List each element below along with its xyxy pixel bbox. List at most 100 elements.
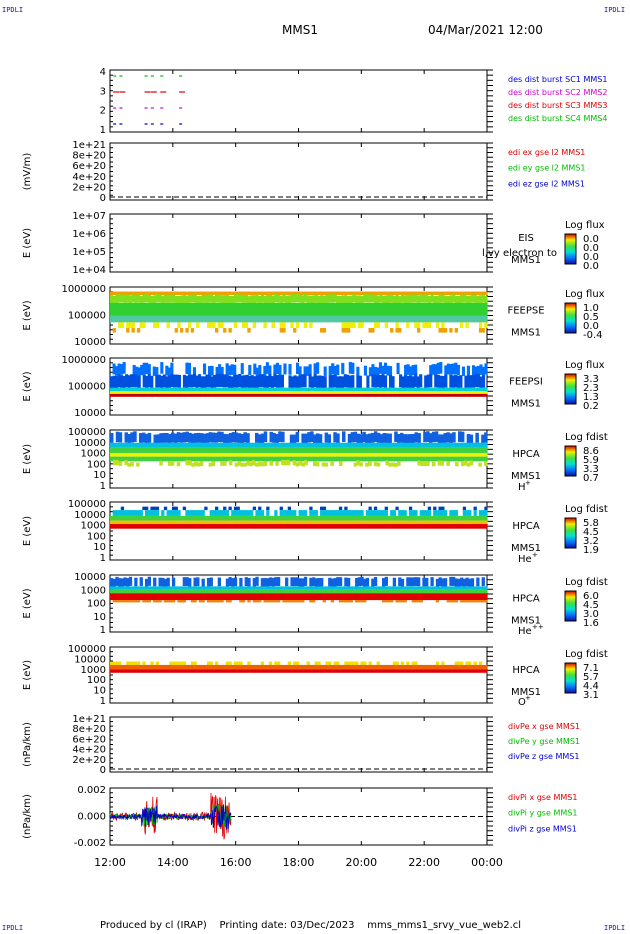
spectrogram-cell: [180, 593, 184, 601]
spectrogram-cell: [473, 600, 477, 603]
y-tick-label: 4e+20: [72, 172, 106, 183]
spectrogram-cell: [306, 524, 310, 529]
spectrogram-cell: [171, 510, 176, 516]
spectrogram-cell: [371, 664, 375, 670]
spectrogram-cell: [365, 447, 369, 454]
spectrogram-cell: [126, 669, 130, 673]
spectrogram-cell: [180, 393, 184, 397]
spectrogram-cell: [236, 593, 240, 601]
y-tick-label: 1: [100, 696, 106, 707]
spectrogram-cell: [228, 515, 232, 521]
spectrogram-cell: [239, 302, 243, 316]
spectrogram-cell: [155, 593, 160, 601]
spectrogram-cell: [124, 456, 128, 462]
spectrogram-cell: [185, 515, 189, 521]
spectrogram-cell: [201, 600, 205, 603]
spectrogram-cell: [379, 447, 384, 454]
legend-entry: edi ey gse l2 MMS1: [508, 164, 586, 173]
spectrogram-cell: [356, 391, 360, 394]
instrument-spacecraft: MMS1: [511, 687, 541, 698]
spectrogram-cell: [147, 432, 152, 443]
spectrogram-cell: [409, 375, 413, 388]
spectrogram-cell: [363, 664, 367, 670]
spectrogram-cell: [344, 295, 348, 304]
spectrogram-cell: [362, 456, 366, 462]
spectrogram-cell: [163, 578, 168, 587]
spectrogram-cell: [163, 520, 168, 525]
spectrogram-cell: [425, 510, 429, 516]
spectrogram-cell: [400, 453, 404, 457]
spectrogram-cell: [435, 586, 440, 590]
spectrogram-cell: [258, 664, 262, 670]
spectrogram-cell: [190, 661, 195, 665]
spectrogram-cell: [392, 669, 397, 673]
spectrogram-cell: [355, 600, 359, 603]
spectrogram-cell: [209, 294, 213, 303]
spectrogram-cell: [209, 520, 213, 525]
spectrogram-cell: [145, 589, 149, 594]
spectrogram-cell: [147, 669, 151, 673]
spectrogram-cell: [343, 393, 347, 397]
spectrogram-cell: [379, 589, 383, 594]
spectrogram-cell: [206, 315, 211, 323]
spectrogram-cell: [406, 524, 410, 529]
spectrogram-cell: [352, 589, 356, 594]
spectrogram-cell: [269, 453, 273, 457]
spectrogram-cell: [223, 593, 227, 601]
spectrogram-cell: [120, 600, 125, 603]
spectrogram-cell: [169, 664, 173, 670]
spectrogram-cell: [147, 510, 151, 516]
spectrogram-cell: [466, 442, 471, 448]
corner-label-top-right: IPDLI: [604, 6, 626, 14]
spectrogram-cell: [223, 295, 227, 304]
spectrogram-cell: [395, 669, 399, 673]
spectrogram-cell: [475, 442, 479, 448]
spectrogram-cell: [454, 661, 458, 665]
spectrogram-cell: [310, 442, 314, 448]
spectrogram-cell: [414, 510, 418, 516]
spectrogram-cell: [425, 586, 429, 590]
spectrogram-cell: [125, 393, 129, 397]
spectrogram-cell: [247, 520, 251, 525]
spectrogram-cell: [295, 322, 300, 329]
spectrogram-cell: [110, 661, 114, 665]
spectrogram-cell: [476, 524, 480, 529]
spectrogram-cell: [190, 669, 195, 673]
spectrogram-cell: [392, 510, 397, 516]
spectrogram-cell: [276, 600, 281, 603]
spectrogram-cell: [462, 510, 467, 516]
spectrogram-cell: [112, 669, 116, 673]
spectrogram-cell: [387, 291, 391, 295]
spectrogram-cell: [349, 322, 353, 329]
spectrogram-cell: [454, 391, 458, 394]
spectrogram-cell: [306, 366, 310, 376]
spectrogram-cell: [411, 661, 415, 665]
spectrogram-cell: [392, 520, 397, 525]
spectrogram-cell: [349, 589, 353, 594]
spectrogram-cell: [383, 375, 388, 388]
spectrogram-cell: [403, 520, 407, 525]
spectrogram-cell: [188, 453, 192, 457]
spectrogram-cell: [190, 315, 195, 323]
spectrogram-cell: [204, 589, 208, 594]
spectrogram-cell: [150, 593, 154, 601]
spectrogram-cell: [126, 600, 130, 603]
spectrogram-cell: [177, 393, 181, 397]
spectrogram-cell: [115, 302, 119, 316]
spectrogram-cell: [341, 586, 345, 590]
spectrogram-cell: [301, 447, 305, 454]
spectrogram-cell: [268, 391, 272, 394]
spectrogram-cell: [316, 393, 320, 397]
spectrogram-cell: [395, 515, 399, 521]
spectrogram-cell: [231, 664, 235, 670]
spectrogram-cell: [141, 432, 146, 443]
spectrogram-cell: [466, 387, 471, 392]
spectrogram-cell: [357, 586, 362, 590]
spectrogram-cell: [282, 515, 286, 521]
spectrogram-cell: [322, 515, 327, 521]
spectrogram-cell: [194, 461, 198, 467]
spectrogram-cell: [321, 442, 326, 448]
spectrogram-cell: [419, 393, 423, 397]
spectrogram-cell: [244, 315, 248, 323]
spectrogram-cell: [215, 515, 219, 521]
